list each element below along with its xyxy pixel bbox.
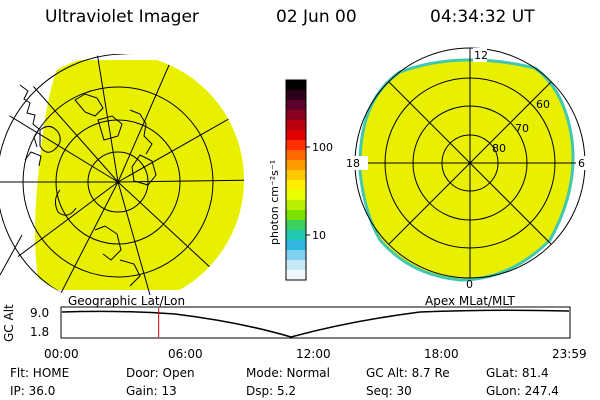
mlat-grid [354, 47, 586, 279]
colorbar-segment [286, 250, 306, 261]
mlt-label-0: 0 [466, 278, 473, 291]
mlt-label-18: 18 [346, 157, 360, 170]
lat-lon-grid [0, 54, 244, 295]
colorbar-segment [286, 230, 306, 241]
time-label: 04:34:32 UT [430, 7, 535, 27]
altitude-xtick: 12:00 [296, 347, 331, 361]
colorbar-segment [286, 80, 306, 91]
colorbar-segment [286, 160, 306, 171]
altitude-xtick: 06:00 [168, 347, 203, 361]
ip-status: IP: 36.0 [10, 384, 56, 398]
dsp-status: Dsp: 5.2 [246, 384, 297, 398]
colorbar-segment [286, 90, 306, 101]
mode-status: Mode: Normal [246, 366, 330, 380]
colorbar-segment [286, 120, 306, 131]
door-status: Door: Open [126, 366, 195, 380]
colorbar-tick-label: 100 [312, 141, 333, 154]
mlt-label-12: 12 [474, 49, 488, 62]
altitude-curve [61, 309, 570, 338]
colorbar-segment [286, 150, 306, 161]
geographic-image [0, 54, 244, 295]
colorbar-segment [286, 190, 306, 201]
left-panel-caption: Geographic Lat/Lon [68, 294, 186, 308]
instrument-title: Ultraviolet Imager [45, 7, 199, 27]
colorbar: 100 10 photon cm⁻²s⁻¹ [268, 79, 333, 281]
colorbar-gradient [286, 80, 306, 281]
date-label: 02 Jun 00 [276, 7, 357, 27]
altitude-xtick: 18:00 [424, 347, 459, 361]
colorbar-tick-label: 10 [312, 229, 326, 242]
colorbar-segment [286, 180, 306, 191]
gain-status: Gain: 13 [126, 384, 177, 398]
colorbar-segment [286, 210, 306, 221]
right-panel-caption: Apex MLat/MLT [425, 294, 515, 308]
colorbar-segment [286, 260, 306, 271]
colorbar-segment [286, 240, 306, 251]
altitude-ytick: 9.0 [30, 306, 50, 320]
mlat-label-80: 80 [492, 142, 506, 155]
colorbar-segment [286, 220, 306, 231]
colorbar-segment [286, 100, 306, 111]
flight-status: Flt: HOME [10, 366, 70, 380]
altitude-plot [60, 306, 571, 339]
colorbar-segment [286, 270, 306, 281]
colorbar-segment [286, 130, 306, 141]
coastlines [19, 84, 157, 287]
colorbar-segment [286, 140, 306, 151]
mlt-label-6: 6 [578, 157, 585, 170]
colorbar-segment [286, 200, 306, 211]
colorbar-segment [286, 170, 306, 181]
altitude-ytick: 1.8 [30, 325, 50, 339]
glat-status: GLat: 81.4 [486, 366, 549, 380]
altitude-xtick: 23:59 [552, 347, 587, 361]
glon-status: GLon: 247.4 [486, 384, 559, 398]
seq-status: Seq: 30 [366, 384, 412, 398]
colorbar-unit-label: photon cm⁻²s⁻¹ [268, 160, 281, 245]
aurora-oval [358, 58, 575, 282]
altitude-ylabel: GC Alt [2, 304, 16, 342]
colorbar-segment [286, 110, 306, 121]
mlat-label-70: 70 [515, 122, 529, 135]
mlat-label-60: 60 [536, 98, 550, 111]
magnetic-image: 12 18 6 0 60 70 80 [344, 47, 588, 291]
altitude-xtick: 00:00 [44, 347, 79, 361]
aurora-image-region [35, 60, 244, 290]
gc-alt-status: GC Alt: 8.7 Re [366, 366, 450, 380]
